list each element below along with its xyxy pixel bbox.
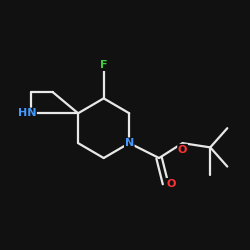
Text: F: F [100, 60, 108, 70]
Text: HN: HN [18, 108, 36, 118]
Text: O: O [178, 144, 187, 154]
Text: O: O [166, 178, 175, 188]
Text: N: N [125, 138, 134, 148]
